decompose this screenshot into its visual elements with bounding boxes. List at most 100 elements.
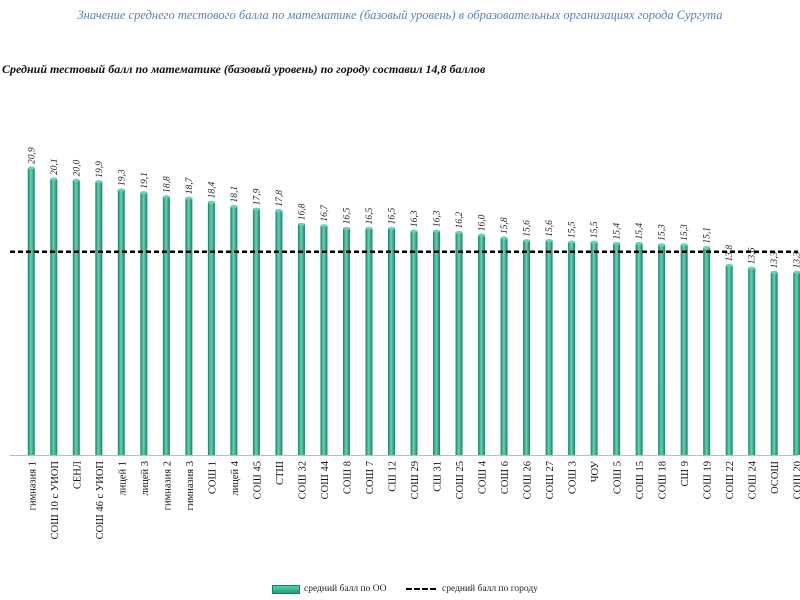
bar-cap xyxy=(568,240,576,244)
legend-bar-label: средний балл по ОО xyxy=(304,584,387,594)
category-label: СОШ 1 xyxy=(207,461,218,494)
value-label: 16,5 xyxy=(365,208,375,225)
bar xyxy=(185,198,193,456)
value-label: 20,1 xyxy=(50,158,60,175)
legend-bar-swatch xyxy=(272,584,300,594)
category-label: СОШ 20 xyxy=(793,461,800,499)
bar-cap xyxy=(207,200,215,204)
bar xyxy=(387,228,395,455)
bar xyxy=(27,168,35,455)
bar xyxy=(95,181,103,455)
bar xyxy=(613,243,621,455)
legend-item-schools: средний балл по ОО xyxy=(272,584,386,594)
value-label: 13,3 xyxy=(770,251,780,268)
legend-line-label: средний балл по городу xyxy=(442,584,538,594)
bar xyxy=(365,228,373,455)
category-label: СОШ 44 xyxy=(320,460,331,499)
value-label: 18,7 xyxy=(185,176,195,194)
category-label: лицей 3 xyxy=(140,461,151,496)
value-label: 16,3 xyxy=(410,210,420,227)
value-label: 17,8 xyxy=(275,190,285,207)
category-label: СЕНЛ xyxy=(72,461,83,489)
value-label: 18,8 xyxy=(162,176,172,193)
bar-cap xyxy=(455,230,463,235)
bar-cap xyxy=(500,236,508,240)
category-label: СОШ 6 xyxy=(500,461,511,494)
value-label: 19,3 xyxy=(117,169,127,186)
bar-cap xyxy=(297,222,305,226)
bar xyxy=(793,272,800,455)
value-label: 15,8 xyxy=(500,217,510,234)
bar xyxy=(433,231,441,455)
bar xyxy=(297,224,305,455)
category-label: СОШ 45 xyxy=(252,461,263,499)
bar-cap xyxy=(410,229,418,233)
bar xyxy=(162,196,170,455)
value-label: 15,3 xyxy=(680,224,690,241)
value-label: 16,0 xyxy=(478,214,488,231)
bar xyxy=(590,242,598,455)
category-label: СОШ 15 xyxy=(635,461,646,499)
bar-cap xyxy=(770,270,778,274)
bar xyxy=(455,232,463,455)
bar-cap xyxy=(342,226,350,231)
bar-cap xyxy=(275,208,283,213)
value-label: 15,1 xyxy=(703,227,713,244)
category-label: СОШ 32 xyxy=(297,461,308,499)
value-label: 15,6 xyxy=(523,220,533,237)
bar-cap xyxy=(680,243,688,247)
category-label: ОСОШ xyxy=(770,461,781,494)
bar xyxy=(523,240,531,455)
bar-cap xyxy=(478,233,486,237)
bar xyxy=(680,244,688,455)
bar xyxy=(478,235,486,455)
bar xyxy=(140,192,148,455)
bar-cap xyxy=(793,270,800,274)
category-label: СТШ xyxy=(275,461,286,485)
bar xyxy=(500,238,508,455)
category-label: СОШ 19 xyxy=(703,461,714,499)
bar xyxy=(320,225,328,455)
category-label: СШ 12 xyxy=(387,461,398,492)
bar xyxy=(748,268,756,455)
category-label: СОШ 26 xyxy=(523,461,534,499)
bar-cap xyxy=(433,229,441,233)
legend: средний балл по ОО средний балл по город… xyxy=(0,584,800,600)
category-label: СШ 31 xyxy=(433,461,444,492)
category-label: СОШ 3 xyxy=(568,461,579,494)
category-label: СОШ 5 xyxy=(613,461,624,494)
value-label: 19,9 xyxy=(95,161,105,178)
bar-cap xyxy=(725,263,733,268)
bar-cap xyxy=(658,243,666,247)
category-label: гимназия 3 xyxy=(185,461,196,510)
bar-cap xyxy=(27,166,35,170)
value-label: 20,9 xyxy=(27,147,37,164)
category-label: СОШ 18 xyxy=(658,461,669,499)
value-label: 13,8 xyxy=(725,245,735,262)
value-label: 13,3 xyxy=(793,251,800,268)
value-label: 15,5 xyxy=(568,221,578,238)
category-label: СОШ 10 с УИОП xyxy=(50,461,61,540)
bar-cap xyxy=(387,226,395,231)
category-label: лицей 4 xyxy=(230,460,241,495)
category-label: гимназия 2 xyxy=(162,461,173,510)
bar-cap xyxy=(320,224,328,228)
bar-cap xyxy=(635,241,643,246)
value-label: 15,5 xyxy=(590,221,600,238)
value-label: 16,2 xyxy=(455,212,465,229)
bar-cap xyxy=(95,180,103,184)
category-label: СОШ 46 с УИОП xyxy=(95,461,106,540)
bar xyxy=(252,209,260,455)
value-label: 20,0 xyxy=(72,159,82,176)
bar xyxy=(410,231,418,455)
bar-cap xyxy=(140,191,148,195)
category-label: ЧОУ xyxy=(590,460,601,482)
chart-title: Значение среднего тестового балла по мат… xyxy=(77,8,723,22)
bar xyxy=(658,244,666,455)
value-label: 13,6 xyxy=(748,247,758,264)
legend-line-swatch xyxy=(406,588,436,590)
category-label: СОШ 22 xyxy=(725,461,736,499)
bar-cap xyxy=(748,266,756,270)
category-label: гимназия 1 xyxy=(27,461,38,510)
